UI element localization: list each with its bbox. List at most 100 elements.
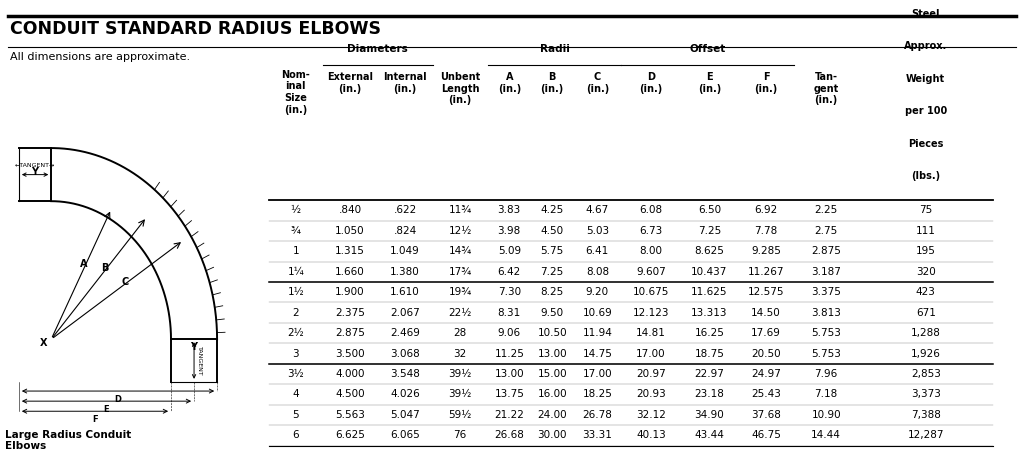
- Text: 8.25: 8.25: [541, 287, 564, 297]
- Text: 6.065: 6.065: [390, 430, 420, 440]
- Text: 7.78: 7.78: [755, 226, 777, 236]
- Text: 2.375: 2.375: [335, 308, 365, 318]
- Text: 5.753: 5.753: [811, 349, 841, 359]
- Text: Diameters: Diameters: [347, 44, 408, 54]
- Text: 1.660: 1.660: [335, 267, 365, 277]
- Text: per 100: per 100: [904, 106, 947, 116]
- Text: 6.50: 6.50: [698, 206, 721, 216]
- Text: 195: 195: [915, 246, 936, 256]
- Text: 75: 75: [920, 206, 932, 216]
- Text: 2½: 2½: [288, 328, 304, 338]
- Text: External
(in.): External (in.): [327, 72, 373, 94]
- Text: 6.08: 6.08: [639, 206, 663, 216]
- Text: .824: .824: [393, 226, 417, 236]
- Text: E: E: [103, 405, 110, 414]
- Text: 18.25: 18.25: [583, 389, 612, 400]
- Text: 2.067: 2.067: [390, 308, 420, 318]
- Text: 14.50: 14.50: [752, 308, 781, 318]
- Text: 12.123: 12.123: [633, 308, 669, 318]
- Text: 3½: 3½: [288, 369, 304, 379]
- Text: .622: .622: [393, 206, 417, 216]
- Text: 10.69: 10.69: [583, 308, 612, 318]
- Text: 8.31: 8.31: [498, 308, 521, 318]
- Text: 5.09: 5.09: [498, 246, 521, 256]
- Text: 1.049: 1.049: [390, 246, 420, 256]
- Text: 76: 76: [454, 430, 467, 440]
- Text: 11.94: 11.94: [583, 328, 612, 338]
- Text: Steel: Steel: [911, 9, 940, 19]
- Text: 11.267: 11.267: [748, 267, 784, 277]
- Text: F
(in.): F (in.): [755, 72, 777, 94]
- Text: 13.00: 13.00: [495, 369, 524, 379]
- Text: 7.18: 7.18: [814, 389, 838, 400]
- Text: 5.047: 5.047: [390, 410, 420, 420]
- Text: 9.06: 9.06: [498, 328, 521, 338]
- Text: 2.875: 2.875: [811, 246, 841, 256]
- Text: 40.13: 40.13: [636, 430, 666, 440]
- Text: 2: 2: [293, 308, 299, 318]
- Text: 7.25: 7.25: [697, 226, 721, 236]
- Text: 22.97: 22.97: [694, 369, 724, 379]
- Text: C: C: [122, 277, 129, 287]
- Text: 7.25: 7.25: [541, 267, 564, 277]
- Text: 10.50: 10.50: [538, 328, 567, 338]
- Text: 1.380: 1.380: [390, 267, 420, 277]
- Text: 1.610: 1.610: [390, 287, 420, 297]
- Text: 19¾: 19¾: [449, 287, 472, 297]
- Text: 1.900: 1.900: [335, 287, 365, 297]
- Text: 3.813: 3.813: [811, 308, 841, 318]
- Text: 32: 32: [454, 349, 467, 359]
- Text: 24.00: 24.00: [538, 410, 567, 420]
- Text: 25.43: 25.43: [752, 389, 781, 400]
- Text: 17¾: 17¾: [449, 267, 472, 277]
- Text: 20.97: 20.97: [636, 369, 666, 379]
- Text: 1¼: 1¼: [288, 267, 304, 277]
- Text: 2.75: 2.75: [814, 226, 838, 236]
- Text: D: D: [115, 395, 122, 404]
- Text: 17.00: 17.00: [636, 349, 666, 359]
- Text: 2.469: 2.469: [390, 328, 420, 338]
- Text: 39½: 39½: [449, 369, 472, 379]
- Text: 39½: 39½: [449, 389, 472, 400]
- Text: 14¾: 14¾: [449, 246, 472, 256]
- Text: 2,853: 2,853: [910, 369, 941, 379]
- Text: 12½: 12½: [449, 226, 472, 236]
- Text: 3.83: 3.83: [498, 206, 521, 216]
- Text: 7.30: 7.30: [498, 287, 521, 297]
- Text: 11.25: 11.25: [495, 349, 524, 359]
- Text: 2.875: 2.875: [335, 328, 365, 338]
- Text: 671: 671: [915, 308, 936, 318]
- Text: 6.41: 6.41: [586, 246, 609, 256]
- Text: 24.97: 24.97: [752, 369, 781, 379]
- Text: 111: 111: [915, 226, 936, 236]
- Text: Weight: Weight: [906, 74, 945, 84]
- Text: 8.00: 8.00: [639, 246, 663, 256]
- Text: 15.00: 15.00: [538, 369, 567, 379]
- Text: F: F: [92, 415, 97, 424]
- Text: 3: 3: [293, 349, 299, 359]
- Text: 20.93: 20.93: [636, 389, 666, 400]
- Text: 16.25: 16.25: [694, 328, 724, 338]
- Text: D
(in.): D (in.): [639, 72, 663, 94]
- Text: 18.75: 18.75: [694, 349, 724, 359]
- Text: 9.285: 9.285: [752, 246, 781, 256]
- Text: Radii: Radii: [540, 44, 569, 54]
- Text: 6: 6: [293, 430, 299, 440]
- Text: 5.03: 5.03: [586, 226, 609, 236]
- Text: 17.69: 17.69: [752, 328, 781, 338]
- Text: 1,288: 1,288: [910, 328, 941, 338]
- Text: 2.25: 2.25: [814, 206, 838, 216]
- Text: 11.625: 11.625: [691, 287, 728, 297]
- Text: 3.068: 3.068: [390, 349, 420, 359]
- Text: Tan-
gent
(in.): Tan- gent (in.): [814, 72, 839, 105]
- Text: 6.92: 6.92: [755, 206, 777, 216]
- Text: 46.75: 46.75: [752, 430, 781, 440]
- Text: 22½: 22½: [449, 308, 472, 318]
- Text: 14.75: 14.75: [583, 349, 612, 359]
- Text: 3,373: 3,373: [910, 389, 941, 400]
- Text: 21.22: 21.22: [495, 410, 524, 420]
- Text: X: X: [40, 338, 47, 348]
- Text: 16.00: 16.00: [538, 389, 567, 400]
- Text: C
(in.): C (in.): [586, 72, 609, 94]
- Text: 4.026: 4.026: [390, 389, 420, 400]
